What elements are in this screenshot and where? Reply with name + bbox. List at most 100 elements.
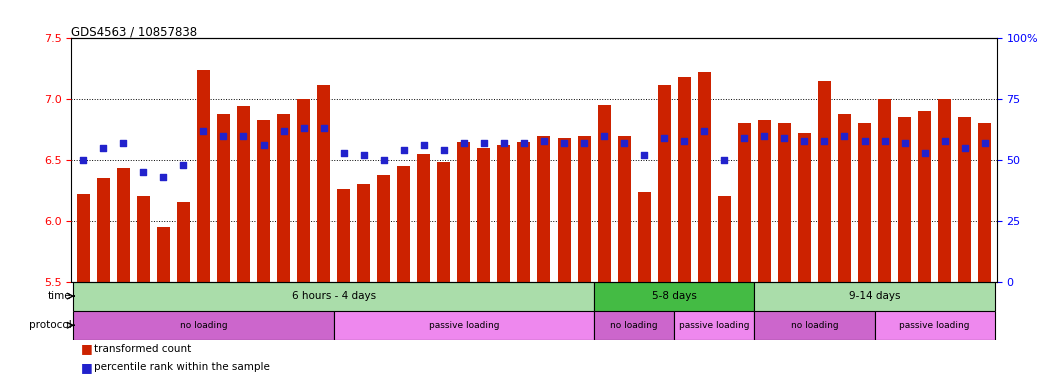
Point (716, 157, 733, 163)
Text: passive loading: passive loading (428, 321, 499, 330)
Point (536, 137, 553, 144)
Bar (477, 148, 490, 281)
Bar (918, 111, 931, 281)
Point (896, 140, 913, 146)
Point (636, 152, 652, 158)
Text: no loading: no loading (790, 321, 839, 330)
Point (876, 137, 893, 144)
Bar (96, 178, 110, 281)
Bar (438, 162, 450, 281)
Point (556, 140, 573, 146)
Text: ■: ■ (81, 361, 92, 374)
Bar (697, 73, 711, 281)
Bar (594, 281, 754, 311)
Bar (754, 281, 995, 311)
Text: ■: ■ (81, 343, 92, 356)
Point (816, 137, 832, 144)
Point (295, 125, 312, 131)
Point (495, 140, 512, 146)
Bar (778, 124, 790, 281)
Point (115, 140, 132, 146)
Point (655, 135, 672, 141)
Point (255, 142, 272, 149)
Point (95, 145, 112, 151)
Point (195, 128, 211, 134)
Point (396, 147, 413, 153)
Bar (297, 99, 310, 281)
Bar (517, 142, 531, 281)
Text: passive loading: passive loading (899, 321, 970, 330)
Bar (878, 99, 891, 281)
Point (475, 140, 492, 146)
Point (856, 137, 873, 144)
Bar (557, 138, 571, 281)
Text: no loading: no loading (610, 321, 658, 330)
Bar (337, 189, 350, 281)
Bar (217, 114, 230, 281)
Point (135, 169, 152, 175)
Bar (237, 106, 250, 281)
Point (275, 128, 292, 134)
Text: 5-8 days: 5-8 days (652, 291, 696, 301)
Bar (157, 227, 170, 281)
Bar (638, 192, 650, 281)
Bar (197, 70, 210, 281)
Text: percentile rank within the sample: percentile rank within the sample (94, 362, 270, 372)
Bar (677, 77, 691, 281)
Bar (718, 197, 731, 281)
Point (315, 125, 332, 131)
Point (355, 152, 372, 158)
Bar (334, 311, 594, 340)
Bar (798, 133, 811, 281)
Point (155, 174, 172, 180)
Bar (958, 118, 972, 281)
Point (416, 142, 432, 149)
Bar (758, 120, 771, 281)
Bar (818, 81, 831, 281)
Bar (598, 105, 610, 281)
Point (936, 137, 953, 144)
Bar (674, 311, 754, 340)
Bar (497, 146, 511, 281)
Bar (357, 184, 371, 281)
Point (335, 150, 352, 156)
Bar (377, 175, 391, 281)
Bar (938, 99, 951, 281)
Point (455, 140, 472, 146)
Text: 9-14 days: 9-14 days (849, 291, 900, 301)
Bar (978, 124, 992, 281)
Text: passive loading: passive loading (680, 321, 750, 330)
Bar (838, 114, 851, 281)
Bar (73, 281, 594, 311)
Point (956, 145, 973, 151)
Point (375, 157, 392, 163)
Bar (537, 136, 551, 281)
Bar (257, 120, 270, 281)
Point (977, 140, 994, 146)
Bar (458, 142, 470, 281)
Bar (137, 197, 150, 281)
Point (616, 140, 632, 146)
Text: protocol: protocol (29, 320, 71, 330)
Point (676, 137, 693, 144)
Text: GDS4563 / 10857838: GDS4563 / 10857838 (71, 25, 197, 38)
Bar (73, 311, 334, 340)
Point (515, 140, 532, 146)
Bar (277, 114, 290, 281)
Text: time: time (48, 291, 71, 301)
Bar (397, 166, 410, 281)
Bar (658, 84, 671, 281)
Point (736, 135, 753, 141)
Bar (117, 169, 130, 281)
Bar (874, 311, 995, 340)
Bar (738, 124, 751, 281)
Bar (857, 124, 871, 281)
Bar (177, 202, 190, 281)
Text: transformed count: transformed count (94, 344, 192, 354)
Point (796, 137, 812, 144)
Point (756, 132, 773, 139)
Point (596, 132, 612, 139)
Point (916, 150, 933, 156)
Bar (317, 84, 330, 281)
Point (576, 140, 593, 146)
